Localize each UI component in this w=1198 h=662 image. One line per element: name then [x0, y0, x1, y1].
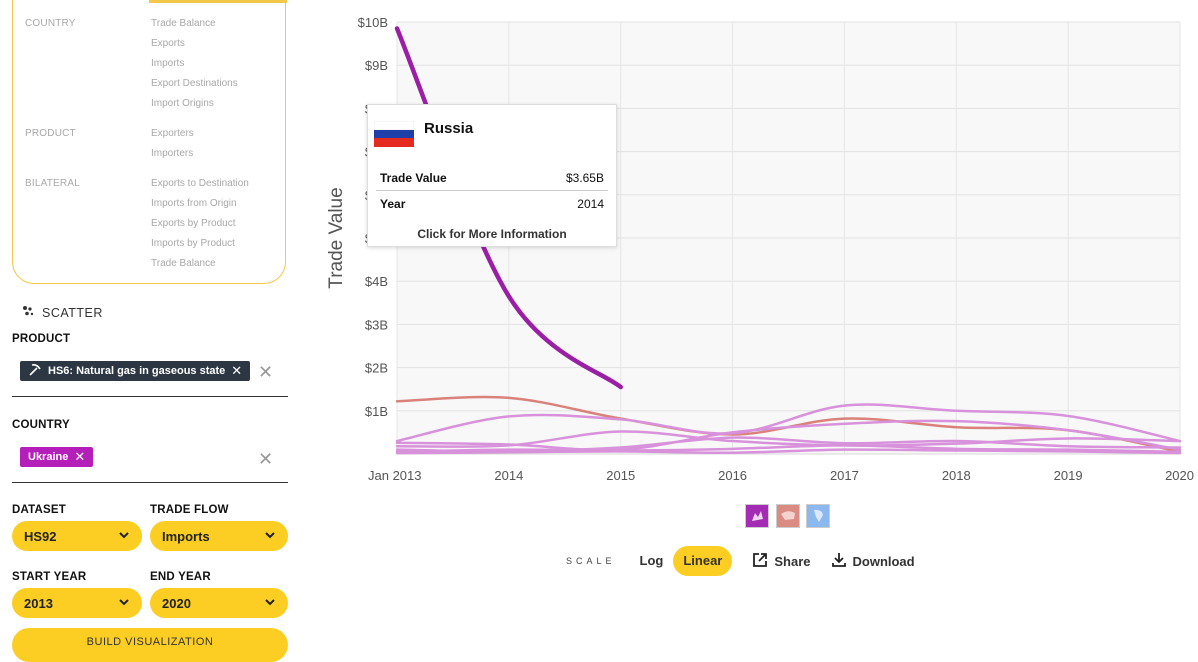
- menu-links-product: Exporters Importers: [151, 124, 194, 164]
- trade-flow-label: TRADE FLOW: [150, 504, 229, 516]
- tooltip-trade-value-label: Trade Value: [380, 171, 447, 185]
- product-label: PRODUCT: [12, 333, 71, 345]
- clear-country-icon[interactable]: ✕: [258, 449, 274, 469]
- start-year-select[interactable]: 2013: [12, 588, 142, 618]
- start-year-value: 2013: [24, 595, 53, 611]
- series-line-russia[interactable]: [394, 26, 623, 390]
- build-visualization-button[interactable]: BUILD VISUALIZATION: [12, 628, 288, 662]
- tooltip-year-row: Year 2014: [380, 197, 604, 211]
- y-tick-label: $4B: [365, 274, 388, 289]
- tooltip-year-label: Year: [380, 197, 406, 211]
- menu-section-country: COUNTRY: [25, 18, 76, 29]
- scale-log-button[interactable]: Log: [639, 553, 664, 568]
- tooltip-divider: [376, 190, 608, 191]
- series-line[interactable]: [395, 448, 1182, 455]
- chevron-down-icon: [264, 529, 276, 544]
- scale-label: SCALE: [566, 556, 616, 566]
- menu-section-bilateral: BILATERAL: [25, 178, 80, 189]
- scale-linear-button[interactable]: Linear: [673, 546, 733, 576]
- download-icon: [831, 552, 847, 571]
- menu-section-product: PRODUCT: [25, 128, 76, 139]
- series-line[interactable]: [395, 403, 1182, 443]
- download-button[interactable]: Download: [831, 552, 915, 571]
- menu-link-trade-balance[interactable]: Trade Balance: [151, 18, 216, 29]
- x-tick-label: 2016: [718, 468, 747, 483]
- clear-product-icon[interactable]: ✕: [258, 362, 274, 382]
- trade-value-chart[interactable]: $10B$9B$8B$7B$6B$5B$4B$3B$2B$1B Jan 2013…: [0, 0, 1198, 500]
- menu-link-bilateral-trade-balance[interactable]: Trade Balance: [151, 258, 216, 269]
- dataset-select[interactable]: HS92: [12, 521, 142, 551]
- pickaxe-icon: [28, 363, 42, 380]
- tooltip-trade-value: $3.65B: [565, 171, 604, 185]
- country-chip-label: Ukraine: [28, 451, 69, 463]
- tooltip[interactable]: Russia Trade Value $3.65B Year 2014 Clic…: [367, 104, 617, 247]
- x-tick-label: Jan 2013: [368, 468, 422, 483]
- tooltip-country: Russia: [424, 120, 474, 137]
- menu-link-imports-from-origin[interactable]: Imports from Origin: [151, 198, 237, 209]
- tooltip-year: 2014: [577, 197, 604, 211]
- chevron-down-icon: [118, 529, 130, 544]
- legend-americas-icon[interactable]: [806, 504, 830, 528]
- menu-link-imports-by-product[interactable]: Imports by Product: [151, 238, 235, 249]
- country-chip: Ukraine ✕: [20, 447, 94, 467]
- menu-tab-indicator: [149, 0, 287, 3]
- remove-country-icon[interactable]: ✕: [74, 449, 86, 464]
- share-button[interactable]: Share: [752, 552, 811, 571]
- menu-link-importers[interactable]: Importers: [151, 148, 194, 159]
- download-label: Download: [852, 553, 915, 569]
- share-icon: [752, 552, 768, 571]
- legend-europe-icon[interactable]: [745, 504, 769, 528]
- dataset-value: HS92: [24, 528, 57, 544]
- remove-product-icon[interactable]: ✕: [231, 363, 243, 378]
- legend-asia-icon[interactable]: [776, 504, 800, 528]
- x-tick-label: 2015: [606, 468, 635, 483]
- trade-flow-select[interactable]: Imports: [150, 521, 288, 551]
- trade-flow-value: Imports: [162, 528, 210, 544]
- country-field[interactable]: Ukraine ✕ ✕: [12, 438, 288, 483]
- scatter-icon: [22, 305, 34, 320]
- end-year-value: 2020: [162, 595, 191, 611]
- russia-flag-icon: [373, 120, 415, 147]
- x-tick-label: 2018: [942, 468, 971, 483]
- dataset-label: DATASET: [12, 504, 66, 516]
- tooltip-more-info[interactable]: Click for More Information: [417, 227, 567, 241]
- x-tick-label: 2014: [494, 468, 523, 483]
- chevron-down-icon: [118, 596, 130, 611]
- end-year-select[interactable]: 2020: [150, 588, 288, 618]
- menu-link-import-origins[interactable]: Import Origins: [151, 98, 214, 109]
- y-axis-label: Trade Value: [326, 187, 347, 288]
- scatter-label: SCATTER: [42, 305, 103, 320]
- scatter-link[interactable]: SCATTER: [22, 305, 103, 320]
- menu-link-exports-to-destination[interactable]: Exports to Destination: [151, 178, 249, 189]
- menu-link-export-destinations[interactable]: Export Destinations: [151, 78, 238, 89]
- menu-link-exports-by-product[interactable]: Exports by Product: [151, 218, 236, 229]
- y-tick-label: $2B: [365, 361, 388, 376]
- share-label: Share: [774, 553, 811, 569]
- chevron-down-icon: [264, 596, 276, 611]
- x-tick-label: 2017: [830, 468, 859, 483]
- end-year-label: END YEAR: [150, 571, 211, 583]
- product-field[interactable]: HS6: Natural gas in gaseous state ✕ ✕: [12, 352, 288, 397]
- tooltip-trade-value-row: Trade Value $3.65B: [380, 171, 604, 185]
- y-tick-label: $10B: [358, 15, 388, 30]
- product-chip: HS6: Natural gas in gaseous state ✕: [20, 361, 251, 381]
- country-label: COUNTRY: [12, 419, 70, 431]
- menu-links-bilateral: Exports to Destination Imports from Orig…: [151, 174, 249, 274]
- y-tick-label: $1B: [365, 404, 388, 419]
- y-tick-label: $9B: [365, 58, 388, 73]
- menu-link-exporters[interactable]: Exporters: [151, 128, 194, 139]
- x-tick-label: 2019: [1054, 468, 1083, 483]
- visualization-menu: COUNTRY Trade Balance Exports Imports Ex…: [12, 0, 287, 284]
- menu-link-imports[interactable]: Imports: [151, 58, 185, 69]
- product-chip-label: HS6: Natural gas in gaseous state: [48, 365, 226, 377]
- series-line[interactable]: [395, 430, 1182, 448]
- y-tick-label: $3B: [365, 317, 388, 332]
- menu-links-country: Trade Balance Exports Imports Export Des…: [151, 14, 238, 114]
- series-line[interactable]: [395, 444, 1182, 454]
- start-year-label: START YEAR: [12, 571, 87, 583]
- x-tick-label: 2020: [1165, 468, 1194, 483]
- menu-link-exports[interactable]: Exports: [151, 38, 185, 49]
- scale-controls: SCALE Log Linear Share Download: [566, 546, 915, 576]
